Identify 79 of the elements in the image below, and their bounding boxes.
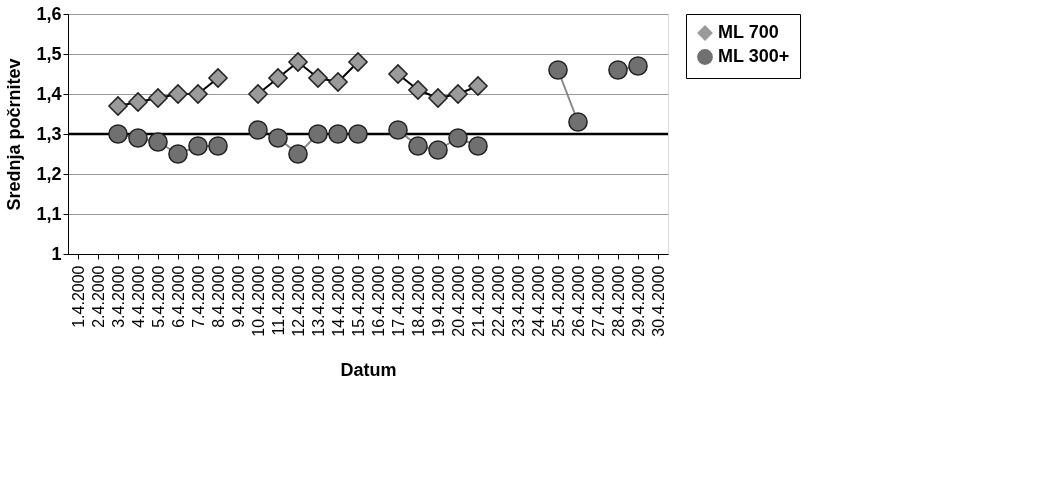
- point: [348, 124, 368, 144]
- point: [308, 68, 328, 88]
- point: [248, 120, 268, 140]
- point: [188, 84, 208, 104]
- x-tick-label: 6.4.2000: [169, 265, 187, 328]
- x-tick-label: 10.4.2000: [249, 265, 267, 337]
- point: [268, 68, 288, 88]
- point: [448, 84, 468, 104]
- point: [328, 72, 348, 92]
- x-tick-label: 9.4.2000: [229, 265, 247, 328]
- legend-label: ML 300+: [718, 46, 790, 66]
- x-tick-label: 11.4.2000: [269, 265, 287, 336]
- y-tick-label: 1,1: [36, 203, 62, 224]
- x-tick-label: 30.4.2000: [649, 265, 667, 337]
- point: [208, 136, 228, 156]
- point: [108, 96, 128, 116]
- point: [208, 68, 228, 88]
- x-tick-label: 17.4.2000: [389, 265, 407, 337]
- x-tick-label: 19.4.2000: [429, 265, 447, 337]
- point: [308, 124, 328, 144]
- point: [428, 88, 448, 108]
- point: [148, 88, 168, 108]
- point: [408, 80, 428, 100]
- x-tick-label: 27.4.2000: [589, 265, 607, 337]
- point: [248, 84, 268, 104]
- y-tick-label: 1,6: [36, 3, 62, 24]
- point: [608, 60, 628, 80]
- point: [428, 140, 448, 160]
- x-tick-label: 20.4.2000: [449, 265, 467, 337]
- point: [468, 76, 488, 96]
- y-tick-label: 1: [51, 243, 62, 264]
- point: [568, 112, 588, 132]
- point: [128, 128, 148, 148]
- point: [388, 120, 408, 140]
- y-tick-label: 1,4: [36, 83, 62, 104]
- x-tick-label: 28.4.2000: [609, 265, 627, 337]
- point: [388, 64, 408, 84]
- y-tick-label: 1,2: [36, 163, 62, 184]
- point: [148, 132, 168, 152]
- point: [548, 60, 568, 80]
- x-tick-label: 25.4.2000: [549, 265, 567, 337]
- legend-label: ML 700: [718, 22, 779, 42]
- x-tick-label: 24.4.2000: [529, 265, 547, 337]
- x-tick-label: 14.4.2000: [329, 265, 347, 337]
- x-tick-label: 7.4.2000: [189, 265, 207, 328]
- x-tick-label: 1.4.2000: [69, 265, 87, 328]
- point: [328, 124, 348, 144]
- x-tick-label: 4.4.2000: [129, 265, 147, 328]
- x-tick-label: 22.4.2000: [489, 265, 507, 337]
- point: [468, 136, 488, 156]
- x-tick-label: 15.4.2000: [349, 265, 367, 337]
- x-tick-label: 21.4.2000: [469, 265, 487, 337]
- x-tick-label: 29.4.2000: [629, 265, 647, 337]
- x-tick-label: 12.4.2000: [289, 265, 307, 337]
- y-tick-label: 1,3: [36, 123, 62, 144]
- x-tick-label: 5.4.2000: [149, 265, 167, 328]
- point: [168, 84, 188, 104]
- x-axis-title: Datum: [340, 359, 397, 380]
- point: [448, 128, 468, 148]
- point: [128, 92, 148, 112]
- point: [288, 52, 308, 72]
- x-tick-label: 26.4.2000: [569, 265, 587, 337]
- y-axis-title: Srednja počrnitev: [4, 58, 25, 211]
- x-tick-label: 8.4.2000: [209, 265, 227, 328]
- x-tick-label: 2.4.2000: [89, 265, 107, 328]
- x-tick-label: 13.4.2000: [309, 265, 327, 337]
- point: [168, 144, 188, 164]
- point: [108, 124, 128, 144]
- point: [408, 136, 428, 156]
- point: [628, 56, 648, 76]
- x-tick-label: 16.4.2000: [369, 265, 387, 337]
- point: [188, 136, 208, 156]
- point: [348, 52, 368, 72]
- y-tick-label: 1,5: [36, 43, 62, 64]
- x-tick-label: 3.4.2000: [109, 265, 127, 328]
- x-tick-label: 23.4.2000: [509, 265, 527, 337]
- point: [268, 128, 288, 148]
- point: [288, 144, 308, 164]
- x-tick-label: 18.4.2000: [409, 265, 427, 337]
